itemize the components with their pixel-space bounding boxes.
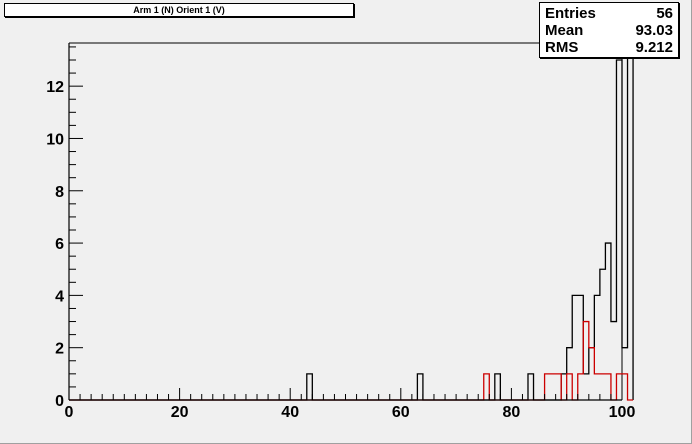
x-tick-label: 20 (171, 404, 189, 421)
y-tick-label: 2 (55, 341, 64, 358)
stat-value: 9.212 (635, 39, 673, 56)
x-tick-label: 60 (392, 404, 410, 421)
y-tick-label: 6 (55, 236, 64, 253)
stat-row-mean: Mean 93.03 (545, 22, 673, 39)
stats-box: Entries 56 Mean 93.03 RMS 9.212 (539, 2, 679, 58)
stat-value: 56 (656, 5, 673, 22)
stat-value: 93.03 (635, 22, 673, 39)
stat-label: Mean (545, 22, 584, 39)
x-tick-label: 80 (503, 404, 521, 421)
stat-row-entries: Entries 56 (545, 5, 673, 22)
x-tick-label: 100 (609, 404, 636, 421)
histogram-series-2 (69, 320, 634, 401)
stat-row-rms: RMS 9.212 (545, 39, 673, 56)
y-tick-label: 8 (55, 184, 64, 201)
histogram-series-1 (69, 33, 634, 401)
axes-layer: 0 20 40 60 80 100 0 2 4 6 8 10 12 (46, 43, 635, 421)
y-tick-label: 12 (46, 79, 64, 96)
y-tick-label: 10 (46, 131, 64, 148)
stat-label: Entries (545, 5, 596, 22)
y-tick-label: 4 (55, 288, 64, 305)
histogram-title: Arm 1 (N) Orient 1 (V) (4, 3, 354, 17)
x-tick-label: 0 (65, 404, 74, 421)
stat-label: RMS (545, 39, 579, 56)
x-tick-label: 40 (281, 404, 299, 421)
series-layer (69, 33, 634, 401)
y-tick-label: 0 (55, 393, 64, 410)
